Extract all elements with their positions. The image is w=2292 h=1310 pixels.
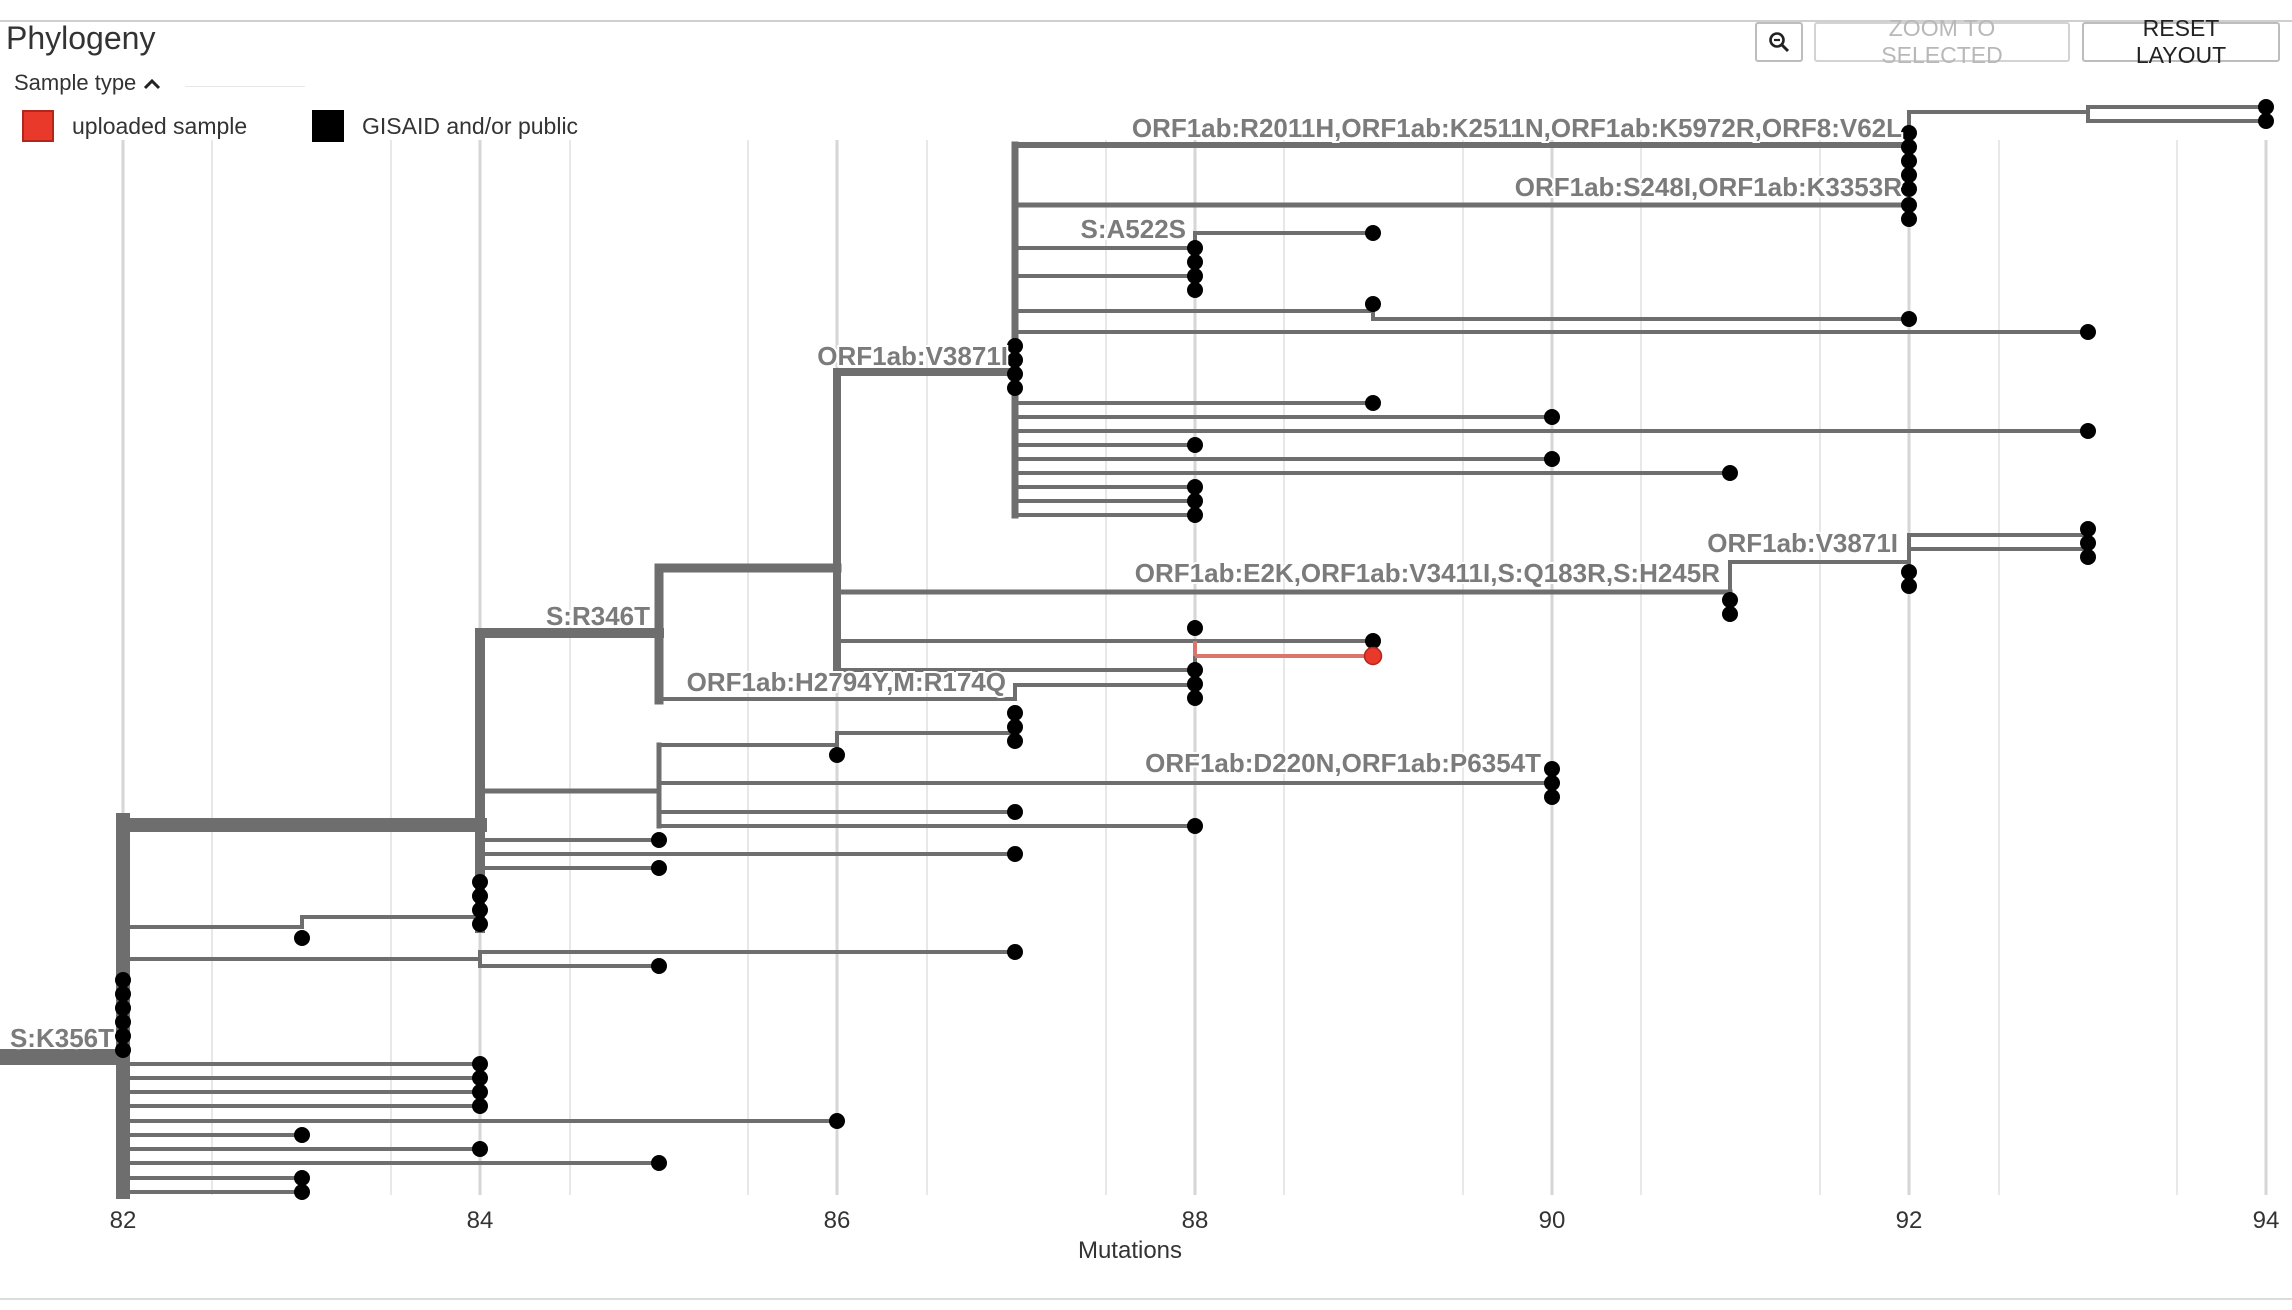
highlighted-uploaded-branch	[837, 639, 1373, 658]
branch-label: ORF1ab:V3871I	[817, 341, 1008, 371]
uploaded-sample-swatch	[22, 110, 54, 142]
branch-label: ORF1ab:D220N,ORF1ab:P6354T	[1145, 748, 1541, 778]
panel-top-border	[0, 20, 2292, 22]
panel-bottom-border	[0, 1298, 2292, 1300]
uploaded-sample-node[interactable]	[1363, 646, 1383, 666]
branch-label: ORF1ab:R2011H,ORF1ab:K2511N,ORF1ab:K5972…	[1132, 113, 1902, 143]
legend-item-uploaded-sample: uploaded sample	[22, 110, 247, 142]
reset-layout-button[interactable]: RESET LAYOUT	[2082, 15, 2280, 68]
branch-label: S:R346T	[546, 601, 650, 631]
branch-label: S:A522S	[1081, 214, 1187, 244]
branch-label: ORF1ab:H2794Y,M:R174Q	[687, 667, 1006, 697]
zoom-button[interactable]	[1755, 22, 1803, 62]
branch-label: ORF1ab:E2K,ORF1ab:V3411I,S:Q183R,S:H245R	[1135, 558, 1720, 588]
axis-tick-label: 92	[1896, 1207, 1923, 1234]
branch-label: S:K356T	[10, 1023, 114, 1053]
sample-type-label: Sample type	[14, 70, 137, 95]
mutation-labels: ORF1ab:R2011H,ORF1ab:K2511N,ORF1ab:K5972…	[8, 111, 1904, 1055]
branch-label: ORF1ab:S248I,ORF1ab:K3353R	[1515, 172, 1902, 202]
x-axis: 82 84 86 88 90 92 94 Mutations	[110, 1207, 2280, 1264]
sample-nodes[interactable]	[115, 99, 2274, 1200]
axis-tick-label: 82	[110, 1207, 137, 1234]
axis-tick-label: 84	[467, 1207, 494, 1234]
chevron-up-icon	[142, 74, 162, 97]
panel-title: Phylogeny	[6, 20, 156, 56]
x-axis-title: Mutations	[1078, 1237, 1182, 1264]
axis-tick-label: 88	[1182, 1207, 1209, 1234]
sample-type-toggle[interactable]: Sample type	[14, 70, 162, 96]
tree-branches	[0, 105, 2268, 1199]
branch-label: ORF1ab:V3871I	[1707, 528, 1898, 558]
gisaid-swatch	[312, 110, 344, 142]
axis-tick-label: 86	[824, 1207, 851, 1234]
axis-tick-label: 94	[2253, 1207, 2280, 1234]
legend-label: uploaded sample	[72, 112, 248, 139]
legend-item-gisaid: GISAID and/or public	[312, 110, 578, 142]
magnifier-icon	[1769, 32, 1790, 53]
axis-tick-label: 90	[1539, 1207, 1566, 1234]
legend-divider	[185, 86, 305, 87]
legend-label: GISAID and/or public	[362, 112, 579, 139]
